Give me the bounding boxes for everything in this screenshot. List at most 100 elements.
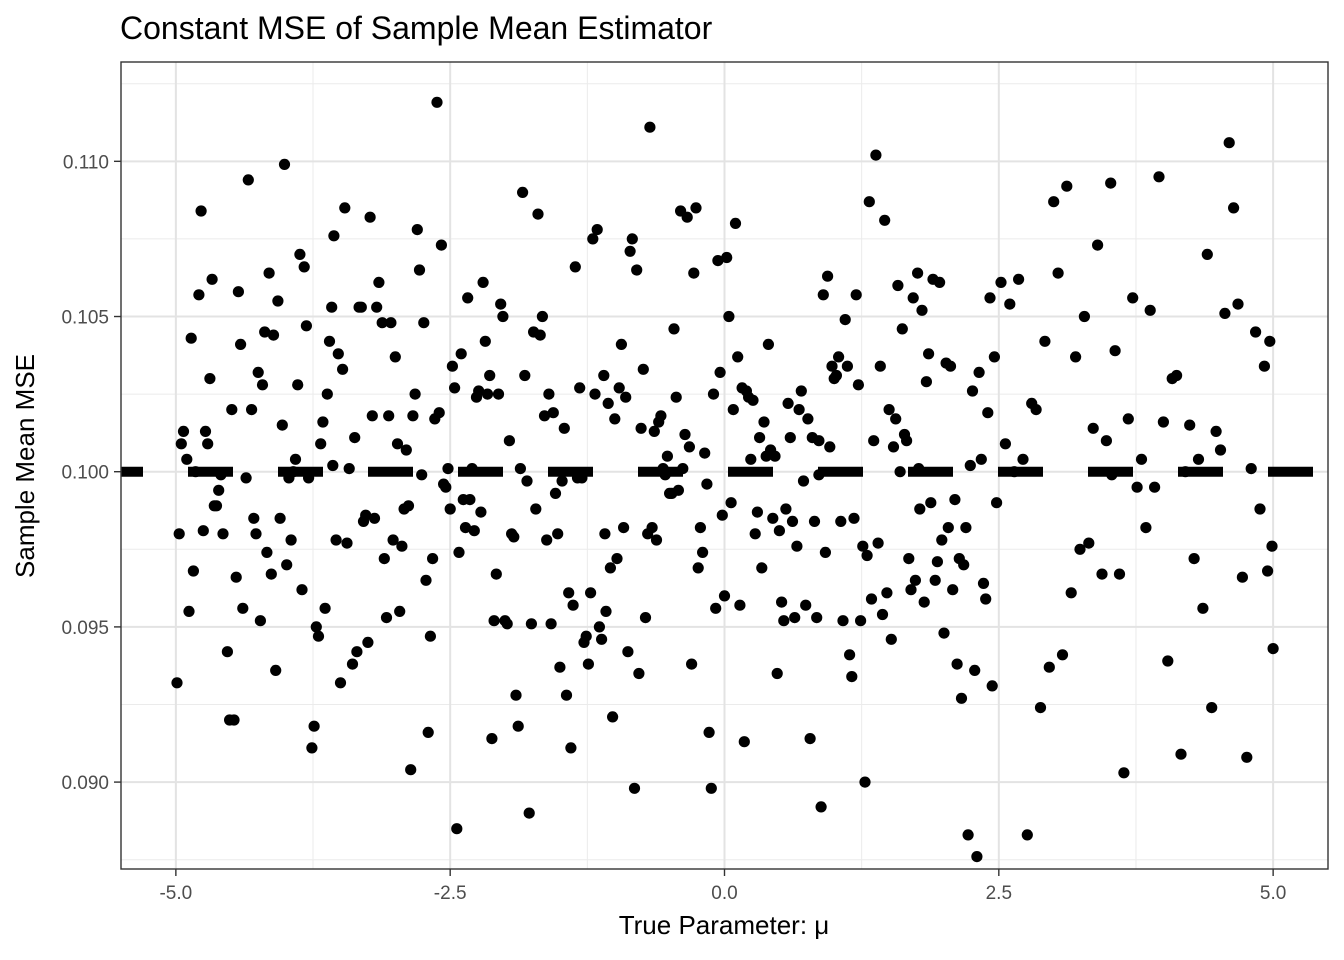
- data-point: [951, 658, 963, 670]
- y-tick-label: 0.095: [61, 618, 109, 639]
- data-point: [261, 546, 273, 559]
- data-point: [960, 522, 972, 534]
- data-point: [589, 388, 601, 400]
- data-point: [705, 782, 717, 794]
- data-point: [349, 432, 361, 444]
- data-point: [371, 301, 383, 313]
- data-point: [1254, 503, 1266, 515]
- data-point: [254, 615, 266, 627]
- data-point: [1135, 453, 1148, 465]
- y-axis: 0.090 0.095 0.100 0.105 0.110: [61, 152, 121, 794]
- data-point: [221, 646, 233, 658]
- x-tick-label: 5.0: [1260, 883, 1286, 904]
- data-point: [346, 658, 359, 670]
- data-point: [1236, 571, 1248, 583]
- data-point: [800, 599, 812, 611]
- data-point: [400, 444, 412, 456]
- data-point: [366, 410, 378, 422]
- data-point: [574, 382, 586, 394]
- data-point: [837, 615, 849, 627]
- data-point: [376, 317, 388, 329]
- data-point: [435, 239, 447, 251]
- data-point: [274, 512, 286, 524]
- data-point: [876, 608, 889, 621]
- data-point: [563, 587, 575, 599]
- data-point: [780, 503, 792, 515]
- data-point: [1250, 326, 1262, 338]
- data-point: [362, 636, 374, 649]
- data-point: [855, 615, 867, 627]
- data-point: [554, 661, 566, 673]
- x-axis: -5.0 -2.5 0.0 2.5 5.0: [159, 869, 1286, 904]
- data-point: [918, 596, 930, 608]
- data-point: [905, 584, 917, 596]
- data-point: [1228, 202, 1240, 214]
- data-point: [813, 435, 825, 447]
- data-point: [1131, 481, 1143, 493]
- data-point: [600, 605, 612, 618]
- data-point: [407, 410, 419, 422]
- data-point: [1264, 335, 1276, 347]
- data-point: [607, 711, 619, 723]
- data-point: [782, 397, 794, 409]
- data-point: [1153, 171, 1165, 183]
- data-point: [272, 295, 284, 307]
- data-point: [822, 270, 834, 282]
- data-point: [830, 369, 843, 382]
- data-point: [925, 497, 937, 509]
- x-tick-label: 2.5: [986, 883, 1012, 904]
- data-point: [1188, 553, 1200, 565]
- data-point: [343, 463, 355, 475]
- data-point: [758, 416, 770, 428]
- data-point: [699, 447, 711, 459]
- data-point: [252, 366, 264, 378]
- data-point: [232, 286, 244, 298]
- data-point: [626, 233, 638, 245]
- data-point: [839, 314, 851, 326]
- data-point: [378, 553, 390, 565]
- data-point: [982, 407, 994, 419]
- data-point: [558, 422, 570, 434]
- data-point: [242, 174, 254, 186]
- data-point: [217, 528, 229, 540]
- x-axis-title: True Parameter: μ: [619, 910, 830, 940]
- data-point: [497, 310, 509, 323]
- data-point: [210, 500, 223, 512]
- y-tick-label: 0.105: [61, 308, 109, 329]
- y-axis-title: Sample Mean MSE: [10, 354, 40, 578]
- data-point: [1030, 404, 1042, 416]
- data-point: [409, 388, 421, 400]
- data-point: [248, 512, 260, 524]
- data-point: [495, 298, 507, 310]
- data-point: [1100, 435, 1112, 447]
- data-point: [718, 590, 731, 602]
- data-point: [1214, 444, 1227, 456]
- data-point: [440, 481, 452, 493]
- data-point: [308, 720, 320, 732]
- data-point: [1017, 453, 1029, 465]
- data-point: [442, 463, 454, 475]
- data-point: [690, 202, 702, 214]
- data-point: [789, 612, 801, 624]
- data-point: [622, 646, 634, 658]
- data-point: [650, 534, 663, 546]
- data-point: [490, 568, 502, 580]
- data-point: [380, 612, 393, 624]
- data-point: [811, 612, 823, 624]
- data-point: [859, 776, 871, 788]
- data-point: [703, 726, 715, 739]
- data-point: [326, 301, 338, 313]
- data-point: [327, 459, 339, 472]
- data-point: [569, 261, 581, 273]
- data-point: [604, 562, 617, 574]
- data-point: [844, 649, 856, 661]
- data-point: [433, 407, 445, 419]
- data-point: [966, 385, 979, 397]
- x-tick-label: -5.0: [159, 883, 192, 904]
- data-point: [804, 733, 816, 745]
- data-point: [202, 438, 214, 450]
- data-point: [599, 528, 611, 540]
- data-point: [716, 509, 728, 521]
- data-point: [532, 208, 544, 220]
- data-point: [508, 531, 520, 543]
